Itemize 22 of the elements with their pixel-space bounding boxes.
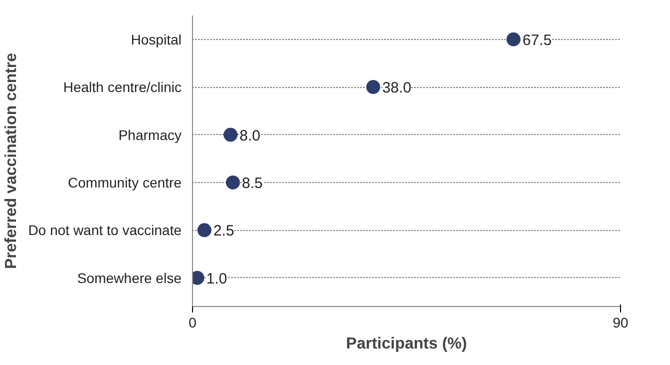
text: 1.0 bbox=[206, 270, 228, 288]
point bbox=[224, 128, 238, 142]
point bbox=[226, 175, 240, 190]
text: 38.0 bbox=[382, 80, 412, 97]
text: 8.0 bbox=[240, 127, 260, 144]
y-tick-label: Health centre/clinic bbox=[63, 79, 182, 96]
y-tick-label: Pharmacy bbox=[118, 126, 182, 143]
y-axis-title: Preferred vaccination centre bbox=[3, 52, 20, 270]
x-tick-label: 0 bbox=[188, 314, 197, 330]
text: 2.5 bbox=[213, 222, 234, 240]
text: 8.5 bbox=[242, 174, 263, 192]
point bbox=[197, 223, 212, 238]
y-tick-label: Hospital bbox=[130, 31, 182, 48]
y-tick-label: Community centre bbox=[68, 174, 182, 190]
text: 67.5 bbox=[522, 32, 552, 49]
y-tick-label: Do not want to vaccinate bbox=[28, 222, 182, 238]
point bbox=[366, 80, 380, 94]
point bbox=[192, 270, 204, 285]
point bbox=[506, 32, 520, 46]
x-axis-title: Participants (%) bbox=[346, 336, 467, 352]
y-tick-label: Somewhere else bbox=[77, 270, 182, 286]
x-tick-label: 90 bbox=[612, 314, 628, 330]
